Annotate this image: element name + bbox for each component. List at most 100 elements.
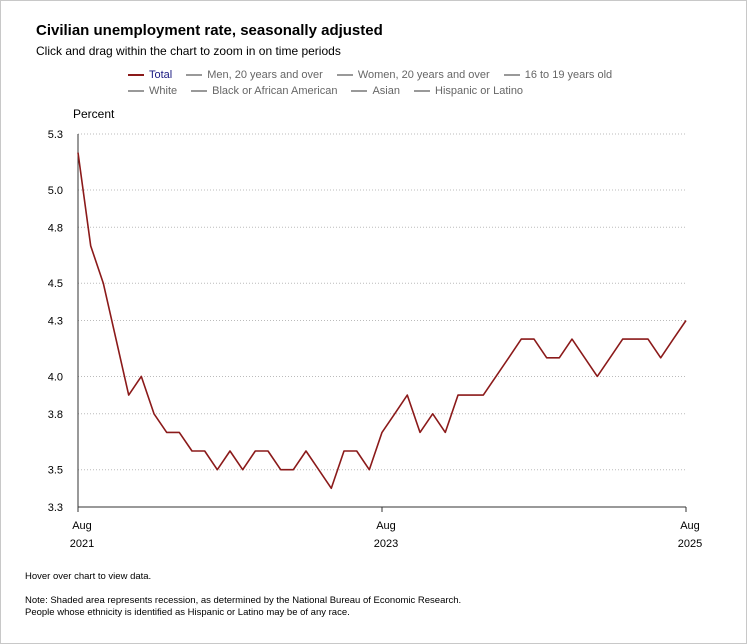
data-point[interactable]: [658, 355, 663, 360]
x-tick-month: Aug: [376, 520, 396, 532]
legend-item-16-19[interactable]: 16 to 19 years old: [503, 69, 612, 81]
data-point[interactable]: [380, 430, 385, 435]
line-chart[interactable]: Percent 3.3 3.5 3.8 4.0 4.3 4.5 4.8 5.0 5.3 Aug 20…: [1, 1, 746, 561]
data-point[interactable]: [620, 337, 625, 342]
legend-label: Hispanic or Latino: [435, 85, 524, 97]
data-point[interactable]: [304, 449, 309, 454]
data-point[interactable]: [582, 355, 587, 360]
legend-item-asian[interactable]: Asian: [351, 85, 400, 97]
x-tick-year: 2025: [678, 538, 702, 550]
data-point[interactable]: [278, 467, 283, 472]
data-point[interactable]: [506, 355, 511, 360]
data-point[interactable]: [418, 430, 423, 435]
legend-line-icon: [128, 90, 144, 92]
legend-item-men[interactable]: Men, 20 years and over: [186, 69, 323, 81]
data-point[interactable]: [177, 430, 182, 435]
data-point[interactable]: [392, 411, 397, 416]
legend-line-icon: [191, 90, 208, 92]
data-point[interactable]: [684, 318, 689, 323]
series-line-total[interactable]: [77, 152, 687, 490]
legend-label: Black or African American: [212, 85, 338, 97]
data-point[interactable]: [253, 449, 258, 454]
data-point[interactable]: [646, 337, 651, 342]
data-point[interactable]: [456, 393, 461, 398]
data-point[interactable]: [215, 467, 220, 472]
legend-item-total[interactable]: Total: [128, 69, 172, 81]
data-point[interactable]: [190, 449, 195, 454]
data-point[interactable]: [101, 281, 106, 286]
y-tick-label: 4.3: [48, 316, 63, 328]
data-point[interactable]: [633, 337, 638, 342]
legend-line-icon: [414, 90, 430, 92]
hover-note: Hover over chart to view data.: [25, 571, 152, 582]
legend-label: White: [149, 85, 178, 97]
legend-line-icon: [336, 74, 353, 76]
data-point[interactable]: [519, 337, 524, 342]
gridlines: [78, 133, 686, 471]
data-point[interactable]: [152, 411, 157, 416]
legend-item-black[interactable]: Black or African American: [191, 85, 337, 97]
legend-label: Total: [149, 69, 173, 81]
data-point[interactable]: [570, 337, 575, 342]
data-point[interactable]: [671, 337, 676, 342]
data-point[interactable]: [354, 449, 359, 454]
data-point[interactable]: [329, 486, 334, 491]
series-layer: [76, 150, 689, 491]
data-point[interactable]: [608, 355, 613, 360]
data-point[interactable]: [342, 449, 347, 454]
legend-item-white[interactable]: White: [128, 85, 177, 97]
data-point[interactable]: [544, 355, 549, 360]
data-point[interactable]: [291, 467, 296, 472]
y-tick-label: 4.8: [48, 222, 63, 234]
legend-line-icon: [128, 74, 144, 76]
legend-row-1: Total Men, 20 years and over Women, 20 y…: [128, 69, 626, 81]
y-tick-label: 3.3: [48, 502, 63, 514]
ethnicity-note: People whose ethnicity is identified as …: [25, 607, 350, 618]
x-tick-month: Aug: [72, 520, 92, 532]
data-point[interactable]: [76, 150, 81, 155]
legend-line-icon: [351, 90, 368, 92]
data-point[interactable]: [557, 355, 562, 360]
legend-row-2: White Black or African American Asian Hi…: [128, 85, 537, 97]
data-point[interactable]: [139, 374, 144, 379]
y-tick-label: 4.0: [48, 371, 63, 383]
data-point[interactable]: [266, 449, 271, 454]
data-point[interactable]: [367, 467, 372, 472]
data-point[interactable]: [494, 374, 499, 379]
data-point[interactable]: [481, 393, 486, 398]
legend-line-icon: [186, 74, 203, 76]
data-point[interactable]: [443, 430, 448, 435]
data-point[interactable]: [202, 449, 207, 454]
y-tick-label: 5.3: [48, 129, 63, 141]
data-point[interactable]: [240, 467, 245, 472]
data-point[interactable]: [430, 411, 435, 416]
data-point[interactable]: [532, 337, 537, 342]
data-point[interactable]: [88, 243, 93, 248]
y-tick-label: 4.5: [48, 278, 63, 290]
y-axis-label: Percent: [73, 107, 115, 121]
data-point[interactable]: [316, 467, 321, 472]
legend-label: Women, 20 years and over: [357, 69, 490, 81]
data-point[interactable]: [468, 393, 473, 398]
y-tick-label: 3.8: [48, 409, 63, 421]
chart-subtitle: Click and drag within the chart to zoom …: [36, 44, 341, 58]
data-point[interactable]: [114, 337, 119, 342]
data-point[interactable]: [164, 430, 169, 435]
x-tick-month: Aug: [680, 520, 700, 532]
y-tick-label: 3.5: [48, 465, 63, 477]
data-point[interactable]: [595, 374, 600, 379]
legend-item-hispanic[interactable]: Hispanic or Latino: [414, 85, 523, 97]
data-point[interactable]: [126, 393, 131, 398]
legend-label: Asian: [372, 85, 400, 97]
legend-label: Men, 20 years and over: [207, 69, 323, 81]
data-point[interactable]: [228, 449, 233, 454]
x-tick-year: 2021: [70, 538, 94, 550]
chart-title: Civilian unemployment rate, seasonally a…: [36, 22, 383, 39]
data-point[interactable]: [405, 393, 410, 398]
legend-item-women[interactable]: Women, 20 years and over: [336, 69, 490, 81]
axes: 3.3 3.5 3.8 4.0 4.3 4.5 4.8 5.0 5.3 Aug 2021 Aug 202…: [48, 129, 703, 550]
recession-note: Note: Shaded area represents recession, …: [25, 595, 462, 606]
legend-line-icon: [503, 74, 520, 76]
x-tick-year: 2023: [374, 538, 398, 550]
